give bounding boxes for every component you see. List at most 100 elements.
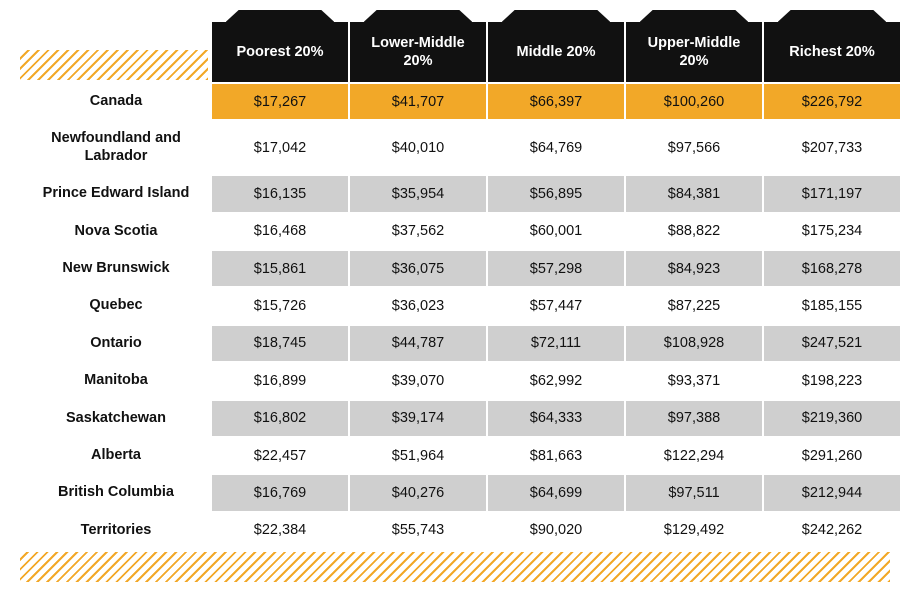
- cell-value: $242,262: [764, 513, 900, 548]
- cell-value: $97,566: [626, 121, 762, 174]
- cell-value: $15,861: [212, 251, 348, 286]
- table-row: British Columbia$16,769$40,276$64,699$97…: [22, 475, 900, 510]
- cell-value: $22,384: [212, 513, 348, 548]
- cell-value: $39,070: [350, 363, 486, 398]
- table-row: Canada$17,267$41,707$66,397$100,260$226,…: [22, 84, 900, 119]
- col-header-upper-middle: Upper-Middle 20%: [626, 22, 762, 82]
- cell-value: $64,333: [488, 401, 624, 436]
- row-label: British Columbia: [22, 475, 210, 510]
- cell-value: $17,267: [212, 84, 348, 119]
- cell-value: $39,174: [350, 401, 486, 436]
- row-label: Quebec: [22, 288, 210, 323]
- cell-value: $185,155: [764, 288, 900, 323]
- cell-value: $40,010: [350, 121, 486, 174]
- cell-value: $219,360: [764, 401, 900, 436]
- col-header-label: Richest 20%: [789, 44, 874, 60]
- cell-value: $15,726: [212, 288, 348, 323]
- header-tab-shape: [778, 10, 887, 22]
- row-label: Saskatchewan: [22, 401, 210, 436]
- cell-value: $100,260: [626, 84, 762, 119]
- col-header-middle: Middle 20%: [488, 22, 624, 82]
- table-row: Manitoba$16,899$39,070$62,992$93,371$198…: [22, 363, 900, 398]
- cell-value: $17,042: [212, 121, 348, 174]
- cell-value: $36,023: [350, 288, 486, 323]
- cell-value: $37,562: [350, 214, 486, 249]
- row-label: Prince Edward Island: [22, 176, 210, 211]
- col-header-richest: Richest 20%: [764, 22, 900, 82]
- header-tab-shape: [502, 10, 611, 22]
- cell-value: $66,397: [488, 84, 624, 119]
- cell-value: $36,075: [350, 251, 486, 286]
- cell-value: $64,699: [488, 475, 624, 510]
- table-row: Territories$22,384$55,743$90,020$129,492…: [22, 513, 900, 548]
- row-label: Nova Scotia: [22, 214, 210, 249]
- cell-value: $198,223: [764, 363, 900, 398]
- table-row: Ontario$18,745$44,787$72,111$108,928$247…: [22, 326, 900, 361]
- hatch-pattern-bottom: [20, 552, 890, 582]
- cell-value: $35,954: [350, 176, 486, 211]
- cell-value: $60,001: [488, 214, 624, 249]
- cell-value: $93,371: [626, 363, 762, 398]
- cell-value: $168,278: [764, 251, 900, 286]
- cell-value: $122,294: [626, 438, 762, 473]
- table-row: Alberta$22,457$51,964$81,663$122,294$291…: [22, 438, 900, 473]
- income-by-quintile-table: Poorest 20% Lower-Middle 20% Middle 20% …: [20, 20, 902, 550]
- cell-value: $72,111: [488, 326, 624, 361]
- cell-value: $64,769: [488, 121, 624, 174]
- cell-value: $16,468: [212, 214, 348, 249]
- cell-value: $44,787: [350, 326, 486, 361]
- col-header-lower-middle: Lower-Middle 20%: [350, 22, 486, 82]
- cell-value: $226,792: [764, 84, 900, 119]
- cell-value: $16,135: [212, 176, 348, 211]
- header-tab-shape: [364, 10, 473, 22]
- cell-value: $18,745: [212, 326, 348, 361]
- cell-value: $41,707: [350, 84, 486, 119]
- cell-value: $212,944: [764, 475, 900, 510]
- table-row: Saskatchewan$16,802$39,174$64,333$97,388…: [22, 401, 900, 436]
- table-row: New Brunswick$15,861$36,075$57,298$84,92…: [22, 251, 900, 286]
- row-label: Ontario: [22, 326, 210, 361]
- cell-value: $16,769: [212, 475, 348, 510]
- cell-value: $56,895: [488, 176, 624, 211]
- table-body: Canada$17,267$41,707$66,397$100,260$226,…: [22, 84, 900, 548]
- header-corner-cell: [22, 22, 210, 82]
- cell-value: $22,457: [212, 438, 348, 473]
- row-label: Manitoba: [22, 363, 210, 398]
- cell-value: $175,234: [764, 214, 900, 249]
- table-row: Quebec$15,726$36,023$57,447$87,225$185,1…: [22, 288, 900, 323]
- row-label: Newfoundland and Labrador: [22, 121, 210, 174]
- cell-value: $97,511: [626, 475, 762, 510]
- cell-value: $88,822: [626, 214, 762, 249]
- cell-value: $97,388: [626, 401, 762, 436]
- header-tab-shape: [226, 10, 335, 22]
- cell-value: $51,964: [350, 438, 486, 473]
- col-header-poorest: Poorest 20%: [212, 22, 348, 82]
- cell-value: $207,733: [764, 121, 900, 174]
- table-row: Prince Edward Island$16,135$35,954$56,89…: [22, 176, 900, 211]
- row-label: New Brunswick: [22, 251, 210, 286]
- cell-value: $16,802: [212, 401, 348, 436]
- table-header-row: Poorest 20% Lower-Middle 20% Middle 20% …: [22, 22, 900, 82]
- cell-value: $84,923: [626, 251, 762, 286]
- cell-value: $129,492: [626, 513, 762, 548]
- cell-value: $247,521: [764, 326, 900, 361]
- cell-value: $87,225: [626, 288, 762, 323]
- table-row: Newfoundland and Labrador$17,042$40,010$…: [22, 121, 900, 174]
- cell-value: $291,260: [764, 438, 900, 473]
- col-header-label: Poorest 20%: [236, 44, 323, 60]
- col-header-label: Lower-Middle 20%: [371, 35, 464, 69]
- cell-value: $108,928: [626, 326, 762, 361]
- row-label: Alberta: [22, 438, 210, 473]
- row-label: Canada: [22, 84, 210, 119]
- cell-value: $84,381: [626, 176, 762, 211]
- cell-value: $81,663: [488, 438, 624, 473]
- cell-value: $171,197: [764, 176, 900, 211]
- col-header-label: Middle 20%: [517, 44, 596, 60]
- table-row: Nova Scotia$16,468$37,562$60,001$88,822$…: [22, 214, 900, 249]
- row-label: Territories: [22, 513, 210, 548]
- cell-value: $16,899: [212, 363, 348, 398]
- header-tab-shape: [640, 10, 749, 22]
- cell-value: $62,992: [488, 363, 624, 398]
- cell-value: $57,298: [488, 251, 624, 286]
- cell-value: $57,447: [488, 288, 624, 323]
